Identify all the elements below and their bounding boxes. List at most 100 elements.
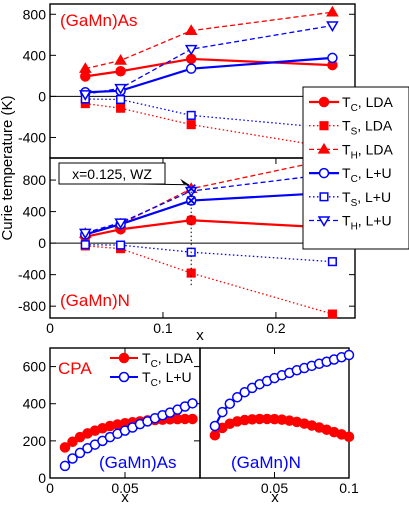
shared-ylabel: Curie temperature (K) [0,95,16,240]
middle-point-TS_LDA [327,309,337,319]
middle-ytick-label: -400 [18,267,46,283]
top-point-TS_LDA [186,120,196,130]
bottom-left-panel-title: (GaMn)As [99,453,176,472]
top-ytick-label: -400 [18,129,46,145]
middle-series-line-TC_LDA [85,219,333,238]
bottom-right-point-TC_LU [209,420,221,432]
bottom-left-point-TC_LU [74,447,86,459]
bottom-left-x-axis-label: x [121,489,129,505]
bottom-right-point-TC_LU [217,406,228,418]
main-legend-marker [317,142,331,154]
cpa-legend-marker [118,352,130,364]
top-ytick-label: 400 [23,47,47,63]
bottom-right-x-axis-label: x [271,489,279,505]
main-legend-label: TC, L+U [342,165,392,185]
middle-ytick-label: 800 [23,172,47,188]
bottom-left-xtick-label: 0.05 [111,480,138,496]
wz-annotation-arrowhead [180,178,190,185]
top-point-TC_LDA [80,71,91,82]
middle-panel-title: (GaMn)N [60,291,130,310]
top-point-TC_LDA [115,65,126,77]
middle-wz-cross-point [186,215,196,225]
main-legend-marker [319,192,329,202]
middle-point-TS_LU [80,240,90,250]
bottom-left-ytick-label: 0 [38,470,46,486]
middle-series-line-TC_LU [84,191,333,236]
wz-annotation-arrow [139,183,190,186]
cpa-legend-label: TC, LDA [142,350,193,370]
cpa-legend-marker [118,371,130,383]
middle-wz-cross-point [186,184,196,194]
bottom-left-ytick-label: 400 [23,396,47,412]
top-point-TC_LU [185,63,197,74]
bottom-right-panel-title: (GaMn)N [231,453,301,472]
top-point-TH_LU [184,44,198,56]
top-ytick-label: 0 [38,88,46,104]
main-legend-marker [318,167,330,179]
top-ytick-label: 800 [23,6,47,22]
bottom-right-xtick-label: 0.05 [261,480,288,496]
main-legend-label: TS, L+U [342,189,391,209]
top-series-line-TH_LDA [85,11,333,70]
main-legend-label: TC, LDA [342,94,393,114]
top-point-TH_LDA [184,24,198,35]
main-legend-label: TS, LDA [342,118,393,138]
middle-wz-cross-point [186,268,196,278]
bottom-right-point-TC_LU [343,349,355,361]
middle-ytick-label: 0 [38,235,46,251]
top-point-TS_LU [116,94,126,105]
bottom-left-point-TC_LDA [187,413,198,425]
main-legend-label: TH, LDA [342,141,393,161]
bottom-right-point-TC_LDA [209,430,221,441]
top-panel-title: (GaMn)As [60,11,137,30]
top-point-TH_LU [114,83,127,95]
middle-xtick-label: 0 [46,320,54,336]
wz-annotation-text: x=0.125, WZ [72,166,152,182]
top-point-TH_LU [78,90,92,101]
middle-ytick-label: -800 [18,298,46,314]
bottom-right-point-TC_LU [232,391,243,403]
top-point-TH_LDA [114,53,127,65]
bottom-right-xtick-label: 0.1 [339,480,359,496]
top-series-line-TH_LU [85,24,333,95]
middle-xtick-label: 0.2 [266,320,286,336]
bottom-left-point-TC_LDA [67,436,78,448]
middle-series-line-TH_LU [85,173,333,234]
cpa-legend-label: TC, L+U [142,369,192,389]
bottom-left-ytick-label: 200 [23,433,47,449]
top-point-TS_LDA [116,103,126,113]
bottom-left-point-TC_LU [59,460,71,472]
top-series-line-TC_LDA [85,57,333,78]
bottom-left-xtick-label: 0 [46,480,54,496]
middle-point-TH_LU [78,228,92,240]
top-point-TC_LDA [185,53,197,65]
bottom-left-point-TC_LU [187,398,198,409]
wz-annotation-box [58,162,166,185]
top-point-TC_LU [327,52,338,64]
top-point-TS_LU [186,110,196,120]
bottom-left-point-TC_LDA [59,442,71,453]
middle-xtick-label: 0.1 [153,320,173,336]
middle-series-line-TS_LDA [85,245,333,315]
top-point-TH_LU [326,21,339,33]
main-legend-marker [317,216,331,227]
middle-point-TS_LU [116,240,126,250]
main-legend-marker [319,121,329,131]
top-point-TH_LDA [78,62,92,73]
middle-series-line-TS_LU [85,244,333,263]
bottom-left-ytick-label: 600 [23,359,47,375]
middle-point-TH_LU [114,218,127,230]
middle-ytick-label: 400 [23,204,47,220]
top-point-TH_LDA [326,5,339,17]
main-legend-marker [318,96,330,108]
middle-point-TS_LU [327,257,337,267]
top-x-axis-label: x [196,327,204,344]
middle-wz-cross-point [186,195,196,206]
bottom-right-point-TC_LU [224,398,236,409]
main-legend-box [302,86,409,250]
bottom-left-point-TC_LU [67,453,78,464]
main-legend-label: TH, L+U [342,213,392,233]
bottom-right-point-TC_LDA [343,431,355,443]
cpa-label: CPA [58,359,92,378]
